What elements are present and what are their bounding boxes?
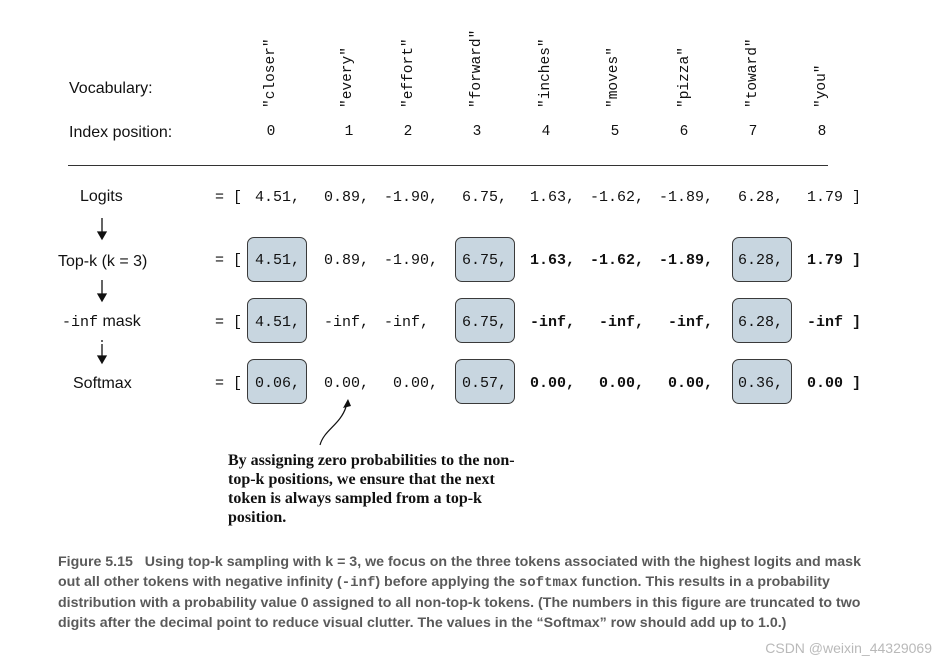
index-8: 8 — [817, 124, 827, 140]
vocab-word-8: "you" — [814, 64, 830, 108]
mask-6: -inf, — [668, 314, 714, 331]
row-label-mask: mask — [98, 313, 141, 330]
softmax-6: 0.00, — [668, 375, 714, 392]
row-label-inf: -inf — [62, 314, 99, 331]
topk-2: -1.90, — [384, 252, 439, 269]
softmax-7: 0.36, — [738, 375, 784, 392]
annotation-arrow — [319, 399, 351, 446]
softmax-1: 0.00, — [324, 375, 370, 392]
softmax-3: 0.57, — [462, 375, 508, 392]
index-0: 0 — [266, 124, 276, 140]
softmax-0: 0.06, — [255, 375, 301, 392]
row-label-softmax: Softmax — [73, 375, 132, 392]
topk-6: -1.89, — [659, 252, 714, 269]
mask-3: 6.75, — [462, 314, 508, 331]
caption-part2: ) before applying the — [375, 574, 519, 590]
arrow-down-icon — [96, 355, 108, 365]
mask-0: 4.51, — [255, 314, 301, 331]
topk-box-r2-c0 — [247, 298, 307, 343]
mask-2: -inf, — [384, 314, 430, 331]
header-divider — [68, 165, 828, 166]
topk-0: 4.51, — [255, 252, 301, 269]
softmax-2: 0.00, — [393, 375, 439, 392]
index-2: 2 — [403, 124, 413, 140]
logit-5: -1.62, — [590, 189, 645, 206]
vocab-word-4: "inches" — [538, 38, 554, 108]
logit-1: 0.89, — [324, 189, 370, 206]
index-7: 7 — [748, 124, 758, 140]
logit-8: 1.79 ] — [807, 189, 862, 206]
logit-3: 6.75, — [462, 189, 508, 206]
row-eq-3: = [ — [215, 375, 243, 392]
row-label-topk: Top-k (k = 3) — [58, 253, 148, 270]
row-label-logits: Logits — [80, 188, 123, 205]
arrow-head-icon — [343, 399, 351, 408]
topk-3: 6.75, — [462, 252, 508, 269]
topk-7: 6.28, — [738, 252, 784, 269]
softmax-4: 0.00, — [530, 375, 576, 392]
vocab-word-7: "toward" — [745, 38, 761, 108]
caption-softmax: softmax — [518, 575, 578, 591]
logit-0: 4.51, — [255, 189, 301, 206]
row-eq-0: = [ — [215, 189, 243, 206]
flow-arrow-3 — [96, 344, 108, 365]
mask-7: 6.28, — [738, 314, 784, 331]
index-4: 4 — [541, 124, 551, 140]
figure-number: Figure 5.15 — [58, 554, 133, 570]
index-3: 3 — [472, 124, 482, 140]
vocab-word-3: "forward" — [469, 29, 485, 108]
index-6: 6 — [679, 124, 689, 140]
topk-box-r3-c0 — [247, 359, 307, 404]
topk-box-r1-c3 — [455, 237, 515, 282]
topk-box-r3-c3 — [455, 359, 515, 404]
caption-part3: function. This results in a probability … — [58, 574, 861, 631]
topk-box-r1-c7 — [732, 237, 792, 282]
index-position-label: Index position: — [69, 124, 173, 141]
figure-caption: Figure 5.15 Using top-k sampling with k … — [58, 552, 878, 633]
mask-8: -inf ] — [807, 314, 862, 331]
arrow-down-icon — [96, 231, 108, 241]
mask-4: -inf, — [530, 314, 576, 331]
flow-arrows — [96, 218, 108, 342]
annotation-note: By assigning zero probabilities to the n… — [228, 452, 515, 526]
softmax-5: 0.00, — [599, 375, 645, 392]
caption-part1: Using top-k sampling with k = 3, we focu… — [58, 554, 861, 590]
vocabulary-label: Vocabulary: — [69, 80, 153, 97]
logit-7: 6.28, — [738, 189, 784, 206]
topk-box-r1-c0 — [247, 237, 307, 282]
logit-2: -1.90, — [384, 189, 439, 206]
topk-box-r3-c7 — [732, 359, 792, 404]
vocab-word-1: "every" — [340, 47, 356, 108]
row-eq-1: = [ — [215, 252, 243, 269]
index-5: 5 — [610, 124, 620, 140]
vocab-word-5: "moves" — [606, 47, 622, 108]
caption-inf: -inf — [341, 575, 376, 591]
row-eq-2: = [ — [215, 314, 243, 331]
index-1: 1 — [344, 124, 354, 140]
logit-4: 1.63, — [530, 189, 576, 206]
logit-6: -1.89, — [659, 189, 714, 206]
topk-5: -1.62, — [590, 252, 645, 269]
mask-1: -inf, — [324, 314, 370, 331]
topk-box-r2-c3 — [455, 298, 515, 343]
watermark: CSDN @weixin_44329069 — [765, 640, 932, 656]
arrow-down-icon — [96, 293, 108, 303]
topk-box-r2-c7 — [732, 298, 792, 343]
topk-8: 1.79 ] — [807, 252, 862, 269]
topk-1: 0.89, — [324, 252, 370, 269]
mask-5: -inf, — [599, 314, 645, 331]
softmax-8: 0.00 ] — [807, 375, 862, 392]
vocab-word-6: "pizza" — [677, 47, 693, 108]
vocab-word-0: "closer" — [263, 38, 279, 108]
topk-4: 1.63, — [530, 252, 576, 269]
row-label-inf-mask: -inf mask — [62, 313, 141, 331]
vocab-word-2: "effort" — [401, 38, 417, 108]
